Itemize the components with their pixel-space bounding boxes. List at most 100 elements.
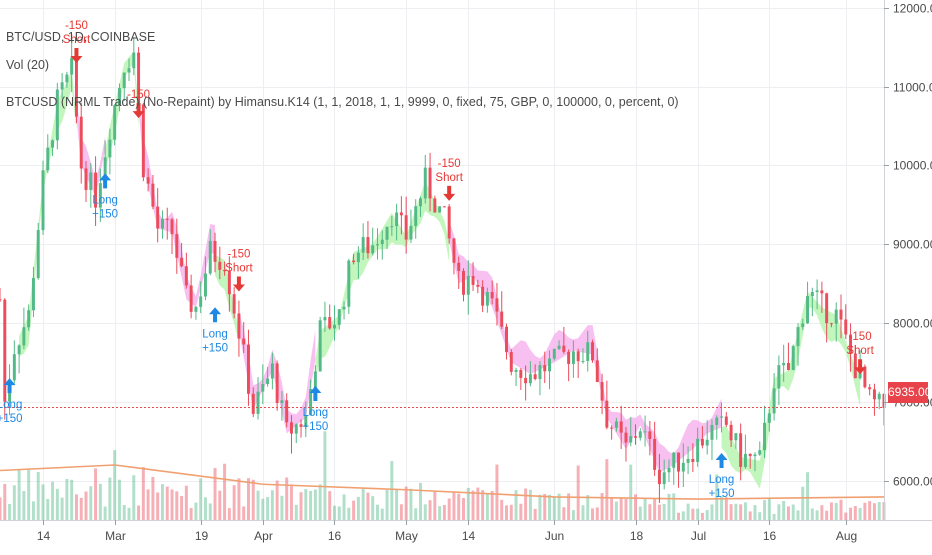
- candle-body: [361, 237, 365, 253]
- price-tick-label: 11000.00: [893, 81, 932, 95]
- volume-bar: [872, 503, 876, 520]
- candle-body: [160, 218, 164, 229]
- candle-body: [309, 389, 313, 416]
- candle-body: [227, 271, 231, 295]
- volume-bar: [677, 512, 681, 520]
- volume-bar: [333, 505, 336, 520]
- volume-bar: [576, 465, 580, 520]
- volume-bar: [289, 484, 293, 520]
- candle-body: [98, 183, 102, 208]
- volume-bar: [552, 497, 556, 520]
- candle-body: [304, 415, 308, 427]
- grid-lines: [0, 0, 884, 520]
- volume-bar: [591, 508, 595, 520]
- volume-bar: [127, 507, 131, 520]
- candle-body: [55, 89, 59, 141]
- candle-body: [395, 212, 399, 227]
- volume-bar: [500, 499, 504, 520]
- volume-bar: [371, 496, 375, 520]
- candle-body: [261, 384, 265, 392]
- volume-bar: [184, 485, 188, 520]
- price-tick-label: 8000.00: [893, 317, 932, 331]
- long-arrow-icon: [209, 307, 222, 323]
- signal-label: Long: [0, 399, 22, 411]
- volume-bar: [328, 491, 332, 520]
- candle-body: [376, 244, 379, 246]
- candle-body: [318, 320, 322, 372]
- candle-body: [610, 427, 614, 429]
- volume-bar: [41, 484, 45, 520]
- candle-body: [237, 313, 241, 339]
- candle-body: [3, 299, 7, 402]
- long-arrow-icon: [715, 453, 728, 469]
- candle-body: [328, 317, 332, 329]
- volume-bar: [79, 497, 83, 520]
- candle-body: [452, 238, 456, 263]
- volume-bar: [567, 493, 571, 520]
- price-axis[interactable]: 12000.0011000.0010000.009000.008000.0070…: [884, 2, 932, 489]
- short-arrow-icon: [132, 103, 145, 119]
- candle-body: [562, 345, 566, 352]
- volume-bar: [610, 498, 614, 520]
- candle-body: [251, 393, 255, 414]
- candle-body: [165, 218, 169, 220]
- volume-bar: [485, 493, 489, 520]
- volume-bar: [175, 491, 179, 520]
- candle-body: [156, 206, 160, 229]
- volume-bar: [428, 500, 432, 520]
- candle-body: [552, 348, 556, 359]
- volume-bar: [447, 498, 451, 520]
- volume-bar: [208, 503, 212, 520]
- candle-body: [629, 436, 633, 443]
- volume-bar: [743, 502, 747, 520]
- time-axis[interactable]: 14 Mar 19 Apr 16 May 14 Jun 18 Jul 16 Aug: [37, 520, 857, 543]
- candle-body: [175, 234, 179, 258]
- volume-bar: [280, 495, 284, 520]
- volume-bar: [710, 504, 714, 520]
- candle-body: [60, 82, 64, 90]
- candle-body: [462, 270, 465, 295]
- candle-body: [801, 323, 805, 328]
- volume-bar: [638, 506, 642, 520]
- candle-body: [203, 273, 207, 297]
- candle-body: [782, 362, 786, 366]
- candle-body: [414, 206, 418, 226]
- volume-bar: [294, 504, 298, 520]
- volume-bar: [423, 504, 427, 520]
- volume-bar: [404, 486, 408, 520]
- candle-body: [232, 294, 236, 314]
- volume-bar: [528, 489, 532, 520]
- candle-body: [275, 363, 279, 404]
- volume-bar: [0, 497, 2, 520]
- signal-label: Long: [709, 474, 735, 486]
- candle-body: [705, 439, 709, 446]
- volume-bar: [361, 488, 365, 520]
- short-signal: -150 Short: [63, 20, 91, 64]
- volume-bar: [691, 508, 695, 520]
- volume-bar: [758, 512, 762, 520]
- volume-bar: [237, 478, 241, 520]
- candle-body: [638, 431, 642, 438]
- candle-body: [767, 413, 771, 423]
- volume-bar: [213, 467, 217, 520]
- candle-body: [662, 472, 666, 485]
- candle-body: [347, 260, 351, 307]
- volume-bar: [571, 510, 575, 520]
- candle-body: [103, 157, 107, 184]
- volume-bar: [853, 506, 857, 520]
- short-zone: [449, 221, 722, 473]
- candle-body: [586, 342, 590, 361]
- volume-bars: [0, 431, 886, 520]
- volume-bar: [777, 504, 781, 520]
- candle-body: [180, 257, 184, 267]
- long-zone: [721, 291, 861, 489]
- candle-body: [113, 105, 117, 140]
- volume-bar: [763, 500, 767, 520]
- price-tick-label: 10000.00: [893, 159, 932, 173]
- candle-body: [672, 452, 676, 468]
- volume-bar: [117, 479, 121, 520]
- candle-body: [849, 334, 853, 354]
- candle-body: [614, 421, 618, 428]
